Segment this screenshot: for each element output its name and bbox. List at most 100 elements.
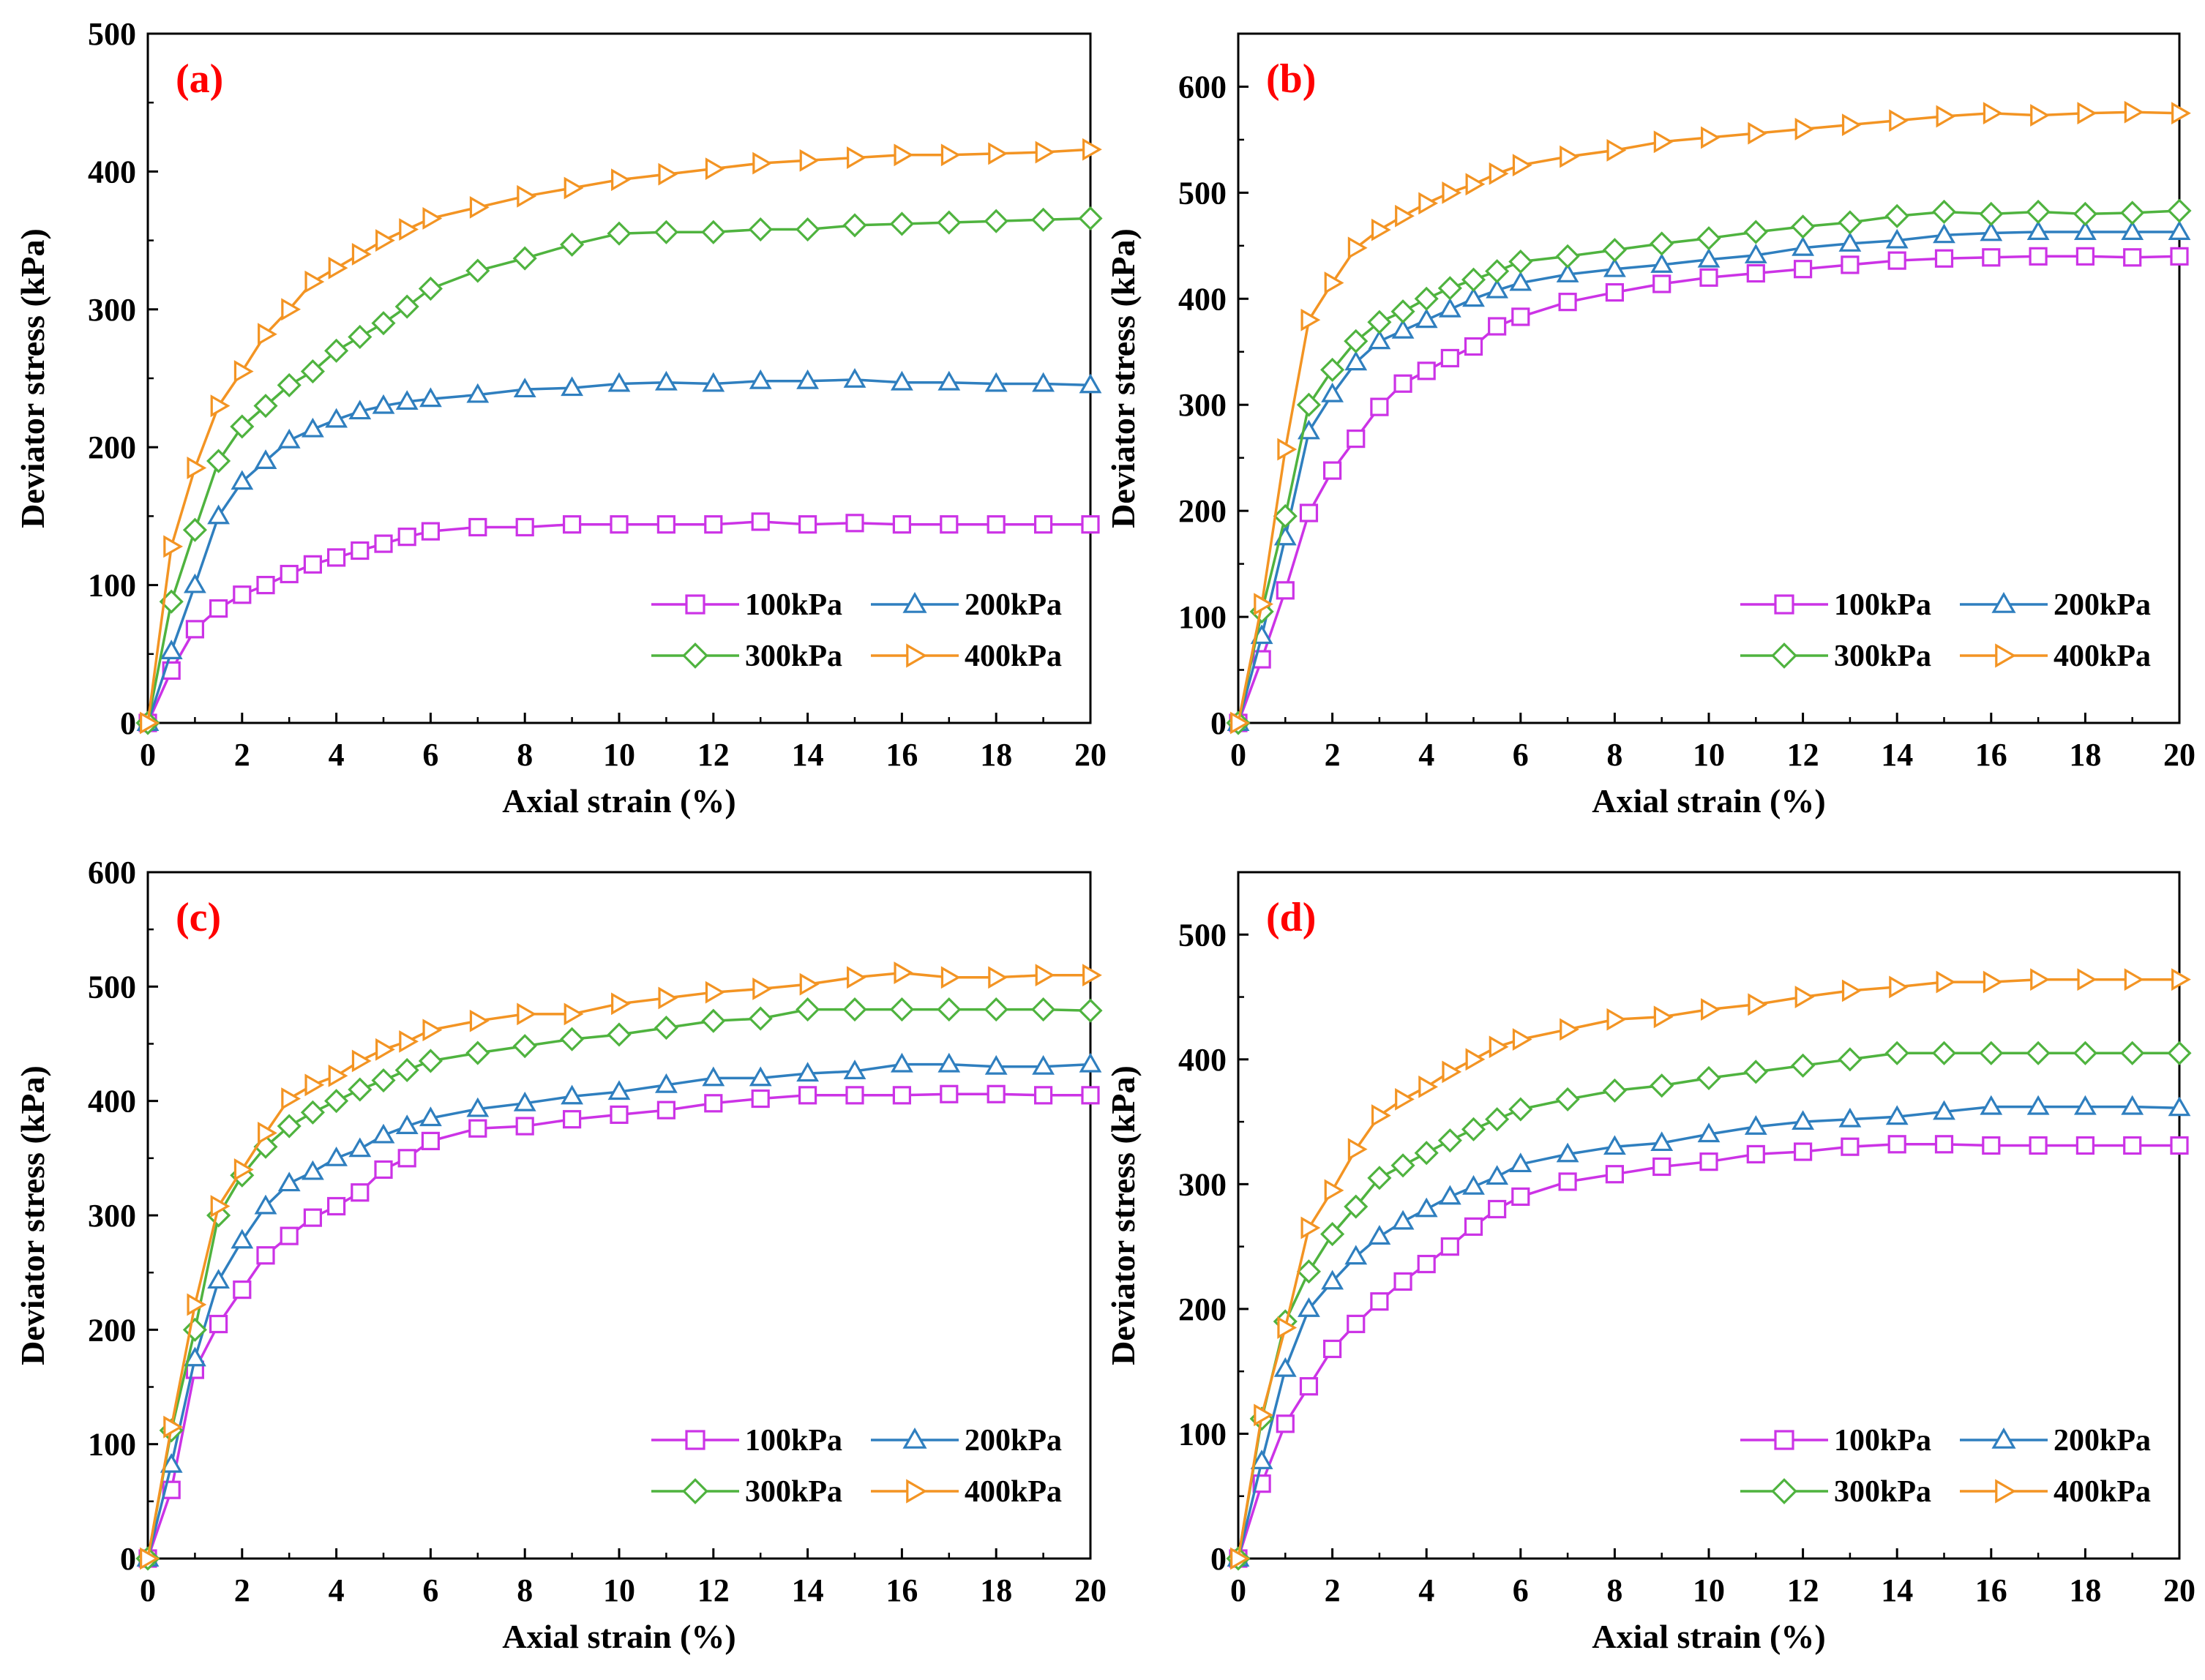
data-point-300kPa (560, 232, 585, 257)
legend-marker (682, 1478, 708, 1504)
data-point-400kPa (1512, 1028, 1532, 1051)
data-point-100kPa (1347, 1314, 1366, 1333)
data-point-300kPa (937, 210, 962, 235)
series-400kPa (140, 961, 1102, 1570)
legend-label: 400kPa (2054, 1475, 2151, 1509)
data-point-400kPa (1983, 970, 2003, 994)
data-point-200kPa (1792, 236, 1815, 256)
data-point-100kPa (1440, 1237, 1459, 1256)
y-tick-label: 0 (120, 1541, 136, 1577)
y-tick-label: 0 (1210, 705, 1227, 741)
series-line-100kPa (146, 520, 1090, 724)
data-point-200kPa (561, 376, 584, 397)
data-point-400kPa (611, 168, 631, 192)
data-point-200kPa (207, 504, 231, 525)
data-point-100kPa (1699, 268, 1718, 287)
x-tick-label: 4 (329, 737, 345, 773)
data-point-400kPa (351, 243, 372, 266)
data-point-300kPa (1296, 1259, 1322, 1284)
legend-label: 200kPa (965, 1424, 1062, 1458)
legend-item-300kPa: 300kPa (1740, 1475, 1931, 1509)
data-point-100kPa (468, 517, 487, 537)
data-point-100kPa (351, 541, 370, 560)
data-point-400kPa (281, 1087, 302, 1110)
data-point-200kPa (183, 1346, 206, 1367)
y-axis-label: Deviator stress (kPa) (14, 228, 51, 528)
data-point-200kPa (207, 1269, 231, 1289)
x-tick-label: 18 (980, 737, 1012, 773)
data-point-100kPa (303, 555, 322, 574)
data-point-200kPa (1744, 244, 1767, 263)
data-point-100kPa (327, 548, 346, 567)
data-point-200kPa (513, 378, 536, 398)
data-point-100kPa (1322, 461, 1342, 480)
data-point-100kPa (845, 514, 864, 533)
x-tick-label: 2 (1325, 1572, 1341, 1608)
data-point-200kPa (301, 1160, 324, 1180)
data-point-200kPa (1415, 1197, 1438, 1218)
data-point-200kPa (2073, 1095, 2097, 1115)
data-point-300kPa (1602, 238, 1627, 263)
series-line-100kPa (1237, 1143, 2179, 1559)
legend-item-300kPa: 300kPa (651, 1475, 842, 1509)
data-point-300kPa (1344, 329, 1369, 353)
legend-item-300kPa: 300kPa (651, 640, 842, 673)
data-point-100kPa (1488, 1199, 1507, 1219)
data-point-200kPa (607, 1080, 631, 1100)
data-point-400kPa (517, 1002, 537, 1026)
data-point-200kPa (1462, 1174, 1485, 1195)
legend-marker (1774, 594, 1794, 615)
legend-label: 200kPa (2054, 1424, 2151, 1458)
x-tick-label: 0 (140, 1572, 156, 1608)
data-point-400kPa (940, 143, 961, 167)
data-point-400kPa (1347, 1138, 1368, 1161)
data-point-200kPa (1556, 263, 1579, 282)
y-tick-label: 200 (1178, 493, 1227, 529)
data-point-100kPa (1652, 274, 1671, 293)
legend-marker (1771, 1478, 1797, 1504)
data-point-400kPa (1277, 1316, 1298, 1339)
data-point-300kPa (1273, 503, 1298, 528)
data-point-200kPa (937, 1052, 961, 1073)
data-point-300kPa (748, 1006, 773, 1031)
data-point-200kPa (843, 368, 866, 388)
data-point-200kPa (513, 1091, 536, 1111)
x-tick-label: 14 (792, 737, 824, 773)
data-point-400kPa (1936, 970, 1956, 994)
series-400kPa (1230, 100, 2191, 735)
data-point-100kPa (397, 1149, 416, 1168)
data-point-100kPa (1464, 337, 1483, 356)
series-line-200kPa (1237, 230, 2179, 724)
data-point-300kPa (1650, 1073, 1674, 1098)
data-point-300kPa (1320, 357, 1345, 382)
data-point-100kPa (1746, 263, 1765, 283)
legend-marker (1991, 1427, 2016, 1449)
y-tick-label: 300 (1178, 387, 1227, 423)
data-point-200kPa (1933, 1100, 1955, 1120)
data-point-300kPa (1555, 1087, 1580, 1111)
data-point-400kPa (1606, 1008, 1627, 1031)
data-point-100kPa (1982, 1136, 2001, 1155)
x-tick-label: 2 (234, 1572, 250, 1608)
data-point-300kPa (465, 258, 490, 283)
x-tick-label: 4 (1418, 737, 1434, 773)
data-point-300kPa (607, 1022, 632, 1047)
legend-label: 400kPa (965, 1475, 1062, 1509)
data-point-100kPa (2170, 247, 2189, 266)
data-point-200kPa (1509, 271, 1532, 291)
x-tick-label: 6 (1513, 1572, 1529, 1608)
legend-marker (1771, 642, 1797, 669)
data-point-300kPa (560, 1027, 585, 1051)
x-tick-label: 20 (2163, 737, 2195, 773)
data-point-200kPa (1744, 1115, 1767, 1135)
y-tick-label: 300 (88, 292, 136, 328)
data-point-100kPa (351, 1183, 370, 1202)
data-point-100kPa (421, 1131, 441, 1150)
y-tick-label: 500 (88, 969, 136, 1005)
data-point-200kPa (1697, 1122, 1721, 1143)
y-tick-label: 100 (88, 568, 136, 604)
y-tick-label: 500 (1178, 175, 1227, 211)
data-point-400kPa (1418, 192, 1439, 215)
data-point-200kPa (254, 449, 277, 469)
